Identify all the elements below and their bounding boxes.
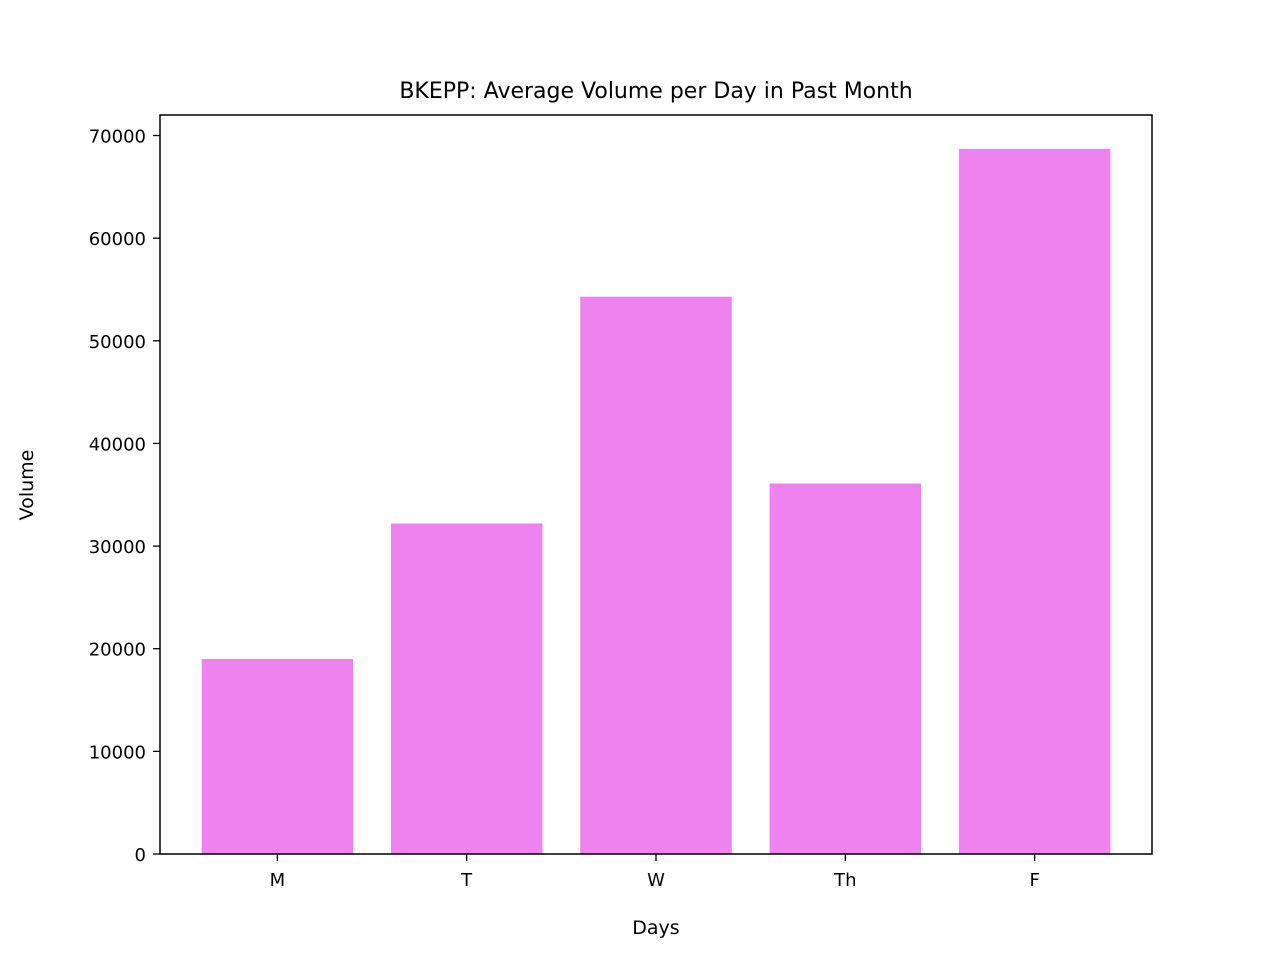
x-tick-label: W [647,870,665,891]
bar-f [958,148,1111,854]
bars-group [201,148,1111,854]
y-axis-ticks: 0 10000 20000 30000 40000 50000 60000 70000 [89,127,160,866]
chart-title: BKEPP: Average Volume per Day in Past Mo… [399,79,912,104]
y-tick-label: 60000 [89,229,146,250]
bar-t [390,523,543,854]
y-tick-label: 40000 [89,434,146,455]
bar-w [580,296,732,854]
y-tick-label: 0 [135,845,146,866]
bar-m [201,658,354,854]
x-tick-label: M [270,870,286,891]
y-tick-label: 20000 [89,640,146,661]
y-axis-label: Volume [16,450,38,521]
x-axis-ticks: M T W Th F [270,854,1040,891]
y-tick-label: 30000 [89,537,146,558]
x-axis-label: Days [632,917,679,939]
y-tick-label: 50000 [89,332,146,353]
plot-frame [159,114,1153,855]
x-tick-label: T [460,870,473,891]
bar-th [769,483,922,854]
x-tick-label: Th [833,870,856,891]
x-tick-label: F [1029,870,1039,891]
y-tick-label: 70000 [89,127,146,148]
y-tick-label: 10000 [89,742,146,763]
